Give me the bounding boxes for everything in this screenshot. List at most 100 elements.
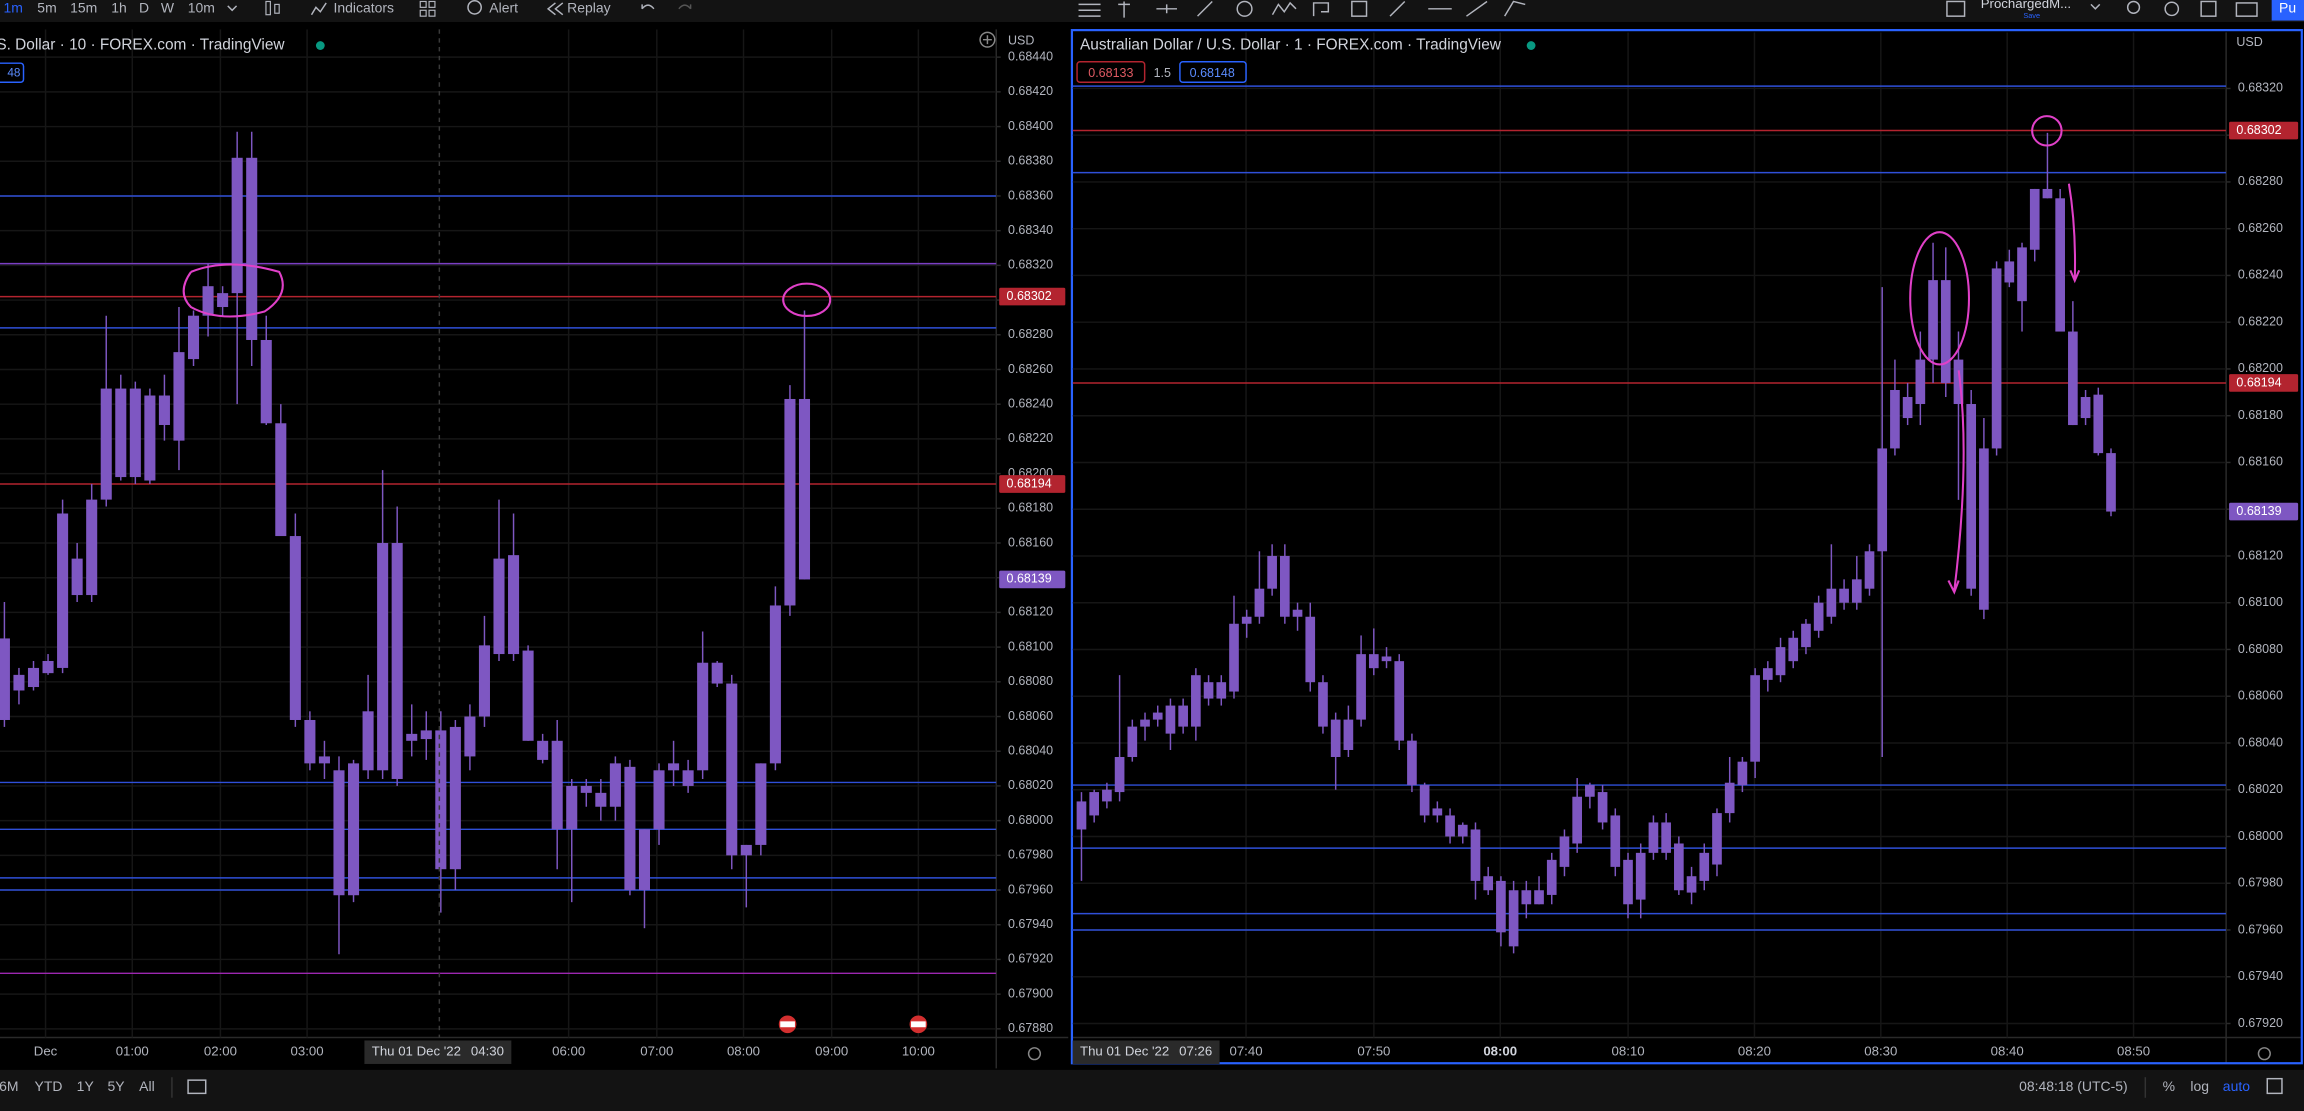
candle-body bbox=[2080, 397, 2091, 419]
layout-dropdown[interactable] bbox=[2090, 3, 2101, 10]
candle-body bbox=[1152, 712, 1163, 720]
candle-body bbox=[537, 740, 549, 760]
price-tag bbox=[999, 475, 1066, 493]
candle-body bbox=[522, 650, 534, 741]
interval-button[interactable]: 10m bbox=[188, 0, 215, 16]
sell-badge[interactable] bbox=[1076, 60, 1146, 84]
candle-body bbox=[348, 763, 360, 896]
x-tick-label: 07:40 bbox=[1229, 1044, 1262, 1059]
replay-button[interactable]: Replay bbox=[567, 0, 610, 16]
candle-body bbox=[1216, 682, 1227, 699]
candle-body bbox=[1534, 890, 1544, 905]
currency-label: USD bbox=[2236, 35, 2262, 49]
candle-body bbox=[1318, 682, 1328, 727]
x-tick-label: 07:50 bbox=[1357, 1044, 1390, 1059]
candle-body bbox=[1546, 859, 1557, 895]
symbol-title: Australian Dollar / U.S. Dollar · 1 · FO… bbox=[1080, 37, 1502, 54]
cursor-tool[interactable] bbox=[1118, 1, 1130, 18]
range-button[interactable]: 1Y bbox=[77, 1078, 94, 1094]
candle-body bbox=[1928, 280, 1938, 360]
axis-settings[interactable] bbox=[1027, 1047, 1042, 1061]
candle-body bbox=[1140, 719, 1150, 727]
x-tick-label: 06:00 bbox=[552, 1044, 585, 1059]
range-button[interactable]: 5Y bbox=[108, 1078, 125, 1094]
y-tick-label: 0.67920 bbox=[1008, 952, 1053, 966]
candle-body bbox=[435, 730, 447, 870]
candle-body bbox=[1191, 675, 1201, 727]
annotation-circle bbox=[2031, 115, 2063, 147]
candle-body bbox=[1254, 588, 1265, 617]
text-tool[interactable] bbox=[1389, 0, 1406, 17]
range-button[interactable]: 6M bbox=[0, 1078, 19, 1094]
cursor-date: Thu 01 Dec '22 bbox=[372, 1044, 461, 1059]
interval-button[interactable]: 5m bbox=[37, 0, 56, 16]
candle-body bbox=[129, 388, 141, 478]
candle-body bbox=[1851, 579, 1862, 603]
candle-body bbox=[1089, 792, 1100, 816]
settings-icon[interactable] bbox=[2164, 1, 2180, 17]
annotation-ellipse bbox=[182, 263, 284, 318]
y-tick-label: 0.68180 bbox=[1008, 501, 1053, 515]
bottom-toolbar bbox=[0, 1069, 2304, 1111]
candle-body bbox=[508, 555, 520, 655]
layout-name[interactable]: ProchargedM... bbox=[1981, 0, 2071, 11]
undo-button[interactable] bbox=[641, 4, 655, 10]
candle-body bbox=[1114, 757, 1125, 793]
shape-tool[interactable] bbox=[1312, 2, 1330, 17]
chart-type-icon[interactable] bbox=[265, 0, 271, 16]
templates-icon[interactable] bbox=[419, 0, 427, 8]
candle-body bbox=[2106, 453, 2116, 512]
candle-body bbox=[1559, 836, 1570, 867]
buy-badge[interactable] bbox=[1179, 60, 1247, 84]
cursor-time-box bbox=[1072, 1040, 1220, 1064]
brush-tool[interactable] bbox=[1351, 0, 1368, 17]
candle-body bbox=[1902, 397, 1913, 419]
percent-toggle[interactable]: % bbox=[2163, 1078, 2175, 1094]
candle-body bbox=[115, 388, 127, 478]
candle-body bbox=[726, 683, 738, 856]
fullscreen-button[interactable] bbox=[2266, 1077, 2283, 1095]
candle-body bbox=[1445, 815, 1455, 837]
interval-button[interactable]: D bbox=[139, 0, 149, 16]
candle-body bbox=[609, 763, 621, 807]
candle-body bbox=[1635, 852, 1646, 900]
x-tick-label: 08:00 bbox=[727, 1044, 760, 1059]
trend-tool[interactable] bbox=[1156, 4, 1177, 14]
fullscreen-icon[interactable] bbox=[2200, 0, 2217, 17]
candle-body bbox=[1623, 859, 1633, 905]
date-range-button[interactable] bbox=[187, 1079, 207, 1095]
log-toggle[interactable]: log bbox=[2190, 1078, 2209, 1094]
search-icon[interactable] bbox=[2126, 0, 2141, 14]
axis-settings[interactable] bbox=[2257, 1047, 2271, 1061]
candle-body bbox=[1890, 389, 1900, 449]
redo-button[interactable] bbox=[678, 4, 692, 10]
range-button[interactable]: YTD bbox=[35, 1078, 63, 1094]
price-tag-label: 0.68194 bbox=[1007, 476, 1052, 490]
magnet-tool[interactable] bbox=[1504, 0, 1526, 17]
snapshot-icon[interactable] bbox=[2235, 2, 2258, 17]
interval-button[interactable]: 1m bbox=[4, 0, 23, 16]
dropdown-icon[interactable] bbox=[227, 5, 238, 12]
menu-icon[interactable] bbox=[1078, 3, 1101, 17]
y-tick-label: 0.68380 bbox=[1008, 154, 1053, 168]
candle-body bbox=[1686, 876, 1697, 893]
fib-tool[interactable] bbox=[1197, 0, 1213, 17]
candle-body bbox=[1699, 852, 1710, 881]
interval-button[interactable]: W bbox=[161, 0, 175, 16]
publish-button[interactable] bbox=[2271, 0, 2304, 21]
indicators-button[interactable]: Indicators bbox=[334, 0, 395, 16]
add-button[interactable] bbox=[979, 31, 996, 48]
alert-button[interactable]: Alert bbox=[489, 0, 518, 16]
interval-button[interactable]: 1h bbox=[111, 0, 127, 16]
price-badge bbox=[0, 62, 25, 84]
auto-toggle[interactable]: auto bbox=[2223, 1078, 2250, 1094]
forecast-tool[interactable] bbox=[1271, 1, 1297, 16]
candle-body bbox=[595, 792, 607, 807]
y-tick-label: 0.68320 bbox=[2238, 81, 2283, 95]
interval-button[interactable]: 15m bbox=[70, 0, 97, 16]
pattern-tool[interactable] bbox=[1236, 0, 1253, 17]
layout-icon[interactable] bbox=[1946, 0, 1966, 17]
price-tag bbox=[2229, 502, 2299, 521]
range-button[interactable]: All bbox=[139, 1078, 155, 1094]
zoom-tool[interactable] bbox=[1466, 0, 1488, 17]
